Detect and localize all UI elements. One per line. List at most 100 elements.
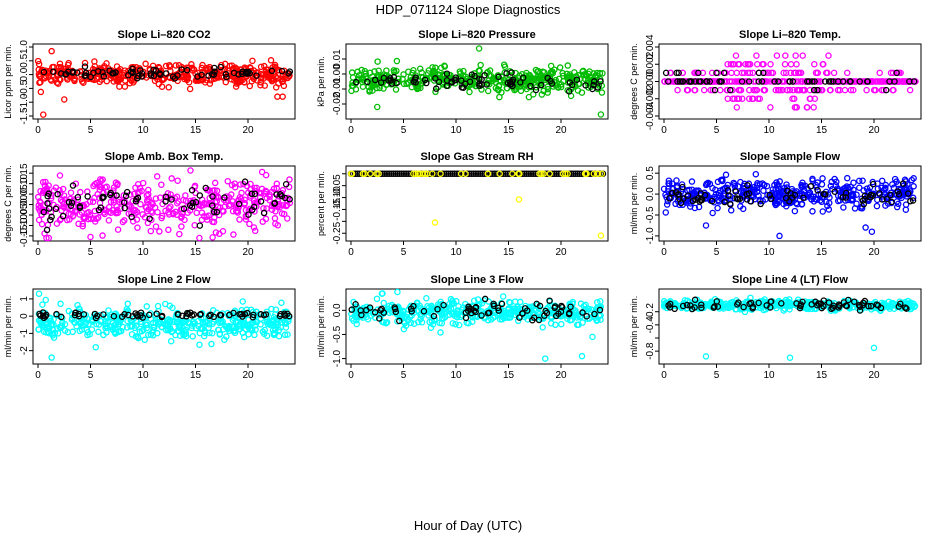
data-point: [373, 295, 381, 303]
data-point-black: [348, 306, 356, 313]
data-point-black: [736, 195, 744, 203]
data-point: [517, 87, 525, 95]
data-point-black: [128, 213, 135, 221]
data-point: [906, 86, 914, 94]
data-point: [769, 186, 777, 193]
data-point: [843, 69, 851, 77]
data-point: [241, 196, 248, 203]
data-point: [144, 321, 151, 328]
data-point: [859, 177, 866, 184]
data-point: [196, 341, 203, 348]
data-point-black: [387, 170, 395, 178]
data-point-black: [565, 310, 573, 318]
data-point: [668, 180, 676, 187]
data-point: [537, 77, 545, 85]
data-point: [168, 328, 176, 336]
data-point: [84, 331, 91, 339]
data-point-black: [241, 178, 249, 185]
data-point-black: [445, 170, 452, 178]
data-point-black: [685, 78, 693, 85]
data-point: [102, 324, 109, 332]
data-point: [806, 86, 814, 94]
data-point-black: [158, 312, 166, 320]
data-point-black: [865, 302, 872, 310]
data-point: [213, 187, 221, 195]
data-point: [198, 64, 205, 72]
data-point-black: [67, 202, 75, 209]
data-point: [780, 69, 787, 77]
data-point: [432, 88, 439, 96]
data-point: [855, 177, 863, 185]
x-tick-label: 5: [714, 125, 720, 136]
data-point: [229, 316, 237, 324]
y-tick-label: -1.0: [645, 227, 656, 245]
data-point-black: [755, 299, 762, 307]
data-point: [742, 61, 749, 68]
data-point: [74, 301, 81, 309]
data-point-black: [211, 64, 218, 72]
data-point: [811, 61, 818, 68]
data-point: [515, 170, 522, 178]
data-point: [375, 67, 382, 74]
data-point: [762, 78, 769, 85]
data-point: [178, 213, 185, 220]
y-tick-label: 0.002: [645, 51, 656, 76]
data-point-black: [136, 67, 144, 74]
data-point: [56, 172, 64, 179]
data-point: [281, 331, 289, 339]
data-point-black: [825, 78, 833, 85]
data-point: [414, 170, 422, 178]
data-point-black: [534, 170, 541, 178]
data-point-black: [402, 170, 410, 178]
data-point-black: [118, 313, 126, 320]
data-point-black: [394, 170, 401, 178]
data-point: [171, 194, 179, 202]
y-tick-label: 0.004: [645, 34, 656, 59]
data-point-black: [82, 69, 90, 77]
data-point: [95, 328, 102, 336]
data-point: [56, 216, 64, 224]
data-point: [61, 320, 69, 328]
data-point: [42, 296, 50, 304]
data-point: [192, 324, 200, 332]
data-point-black: [698, 196, 706, 204]
data-point: [722, 171, 730, 179]
data-point: [556, 64, 564, 71]
data-point: [679, 69, 687, 77]
data-point-black: [185, 310, 192, 318]
data-point: [212, 229, 220, 236]
data-point-black: [385, 170, 393, 178]
data-point: [167, 337, 175, 345]
data-point-black: [84, 193, 91, 200]
panel-title: Slope Line 4 (LT) Flow: [732, 274, 848, 286]
data-point-black: [371, 76, 379, 84]
data-point: [578, 89, 586, 96]
data-point: [740, 69, 748, 77]
data-point: [809, 175, 816, 183]
data-point: [819, 208, 827, 215]
data-point: [196, 234, 203, 242]
data-point: [447, 295, 455, 303]
data-point: [175, 198, 182, 205]
data-point: [740, 182, 748, 190]
data-point-black: [521, 305, 529, 312]
x-tick-label: 5: [714, 370, 720, 381]
data-points: [347, 170, 607, 239]
data-point-black: [717, 78, 725, 85]
data-point-black: [371, 170, 378, 178]
data-point: [594, 72, 601, 79]
data-point: [156, 194, 164, 201]
data-point-outlier: [868, 228, 876, 235]
data-point: [779, 86, 786, 94]
data-point: [130, 190, 138, 198]
data-point-black: [679, 302, 687, 310]
data-point-black: [474, 170, 482, 178]
data-point: [764, 69, 771, 77]
data-point-black: [476, 170, 484, 178]
data-point: [126, 201, 133, 209]
data-point-black: [53, 310, 60, 318]
data-point: [783, 181, 790, 188]
data-point-black: [692, 196, 699, 203]
data-point: [275, 332, 283, 340]
y-tick-label: 0.5: [645, 166, 656, 180]
